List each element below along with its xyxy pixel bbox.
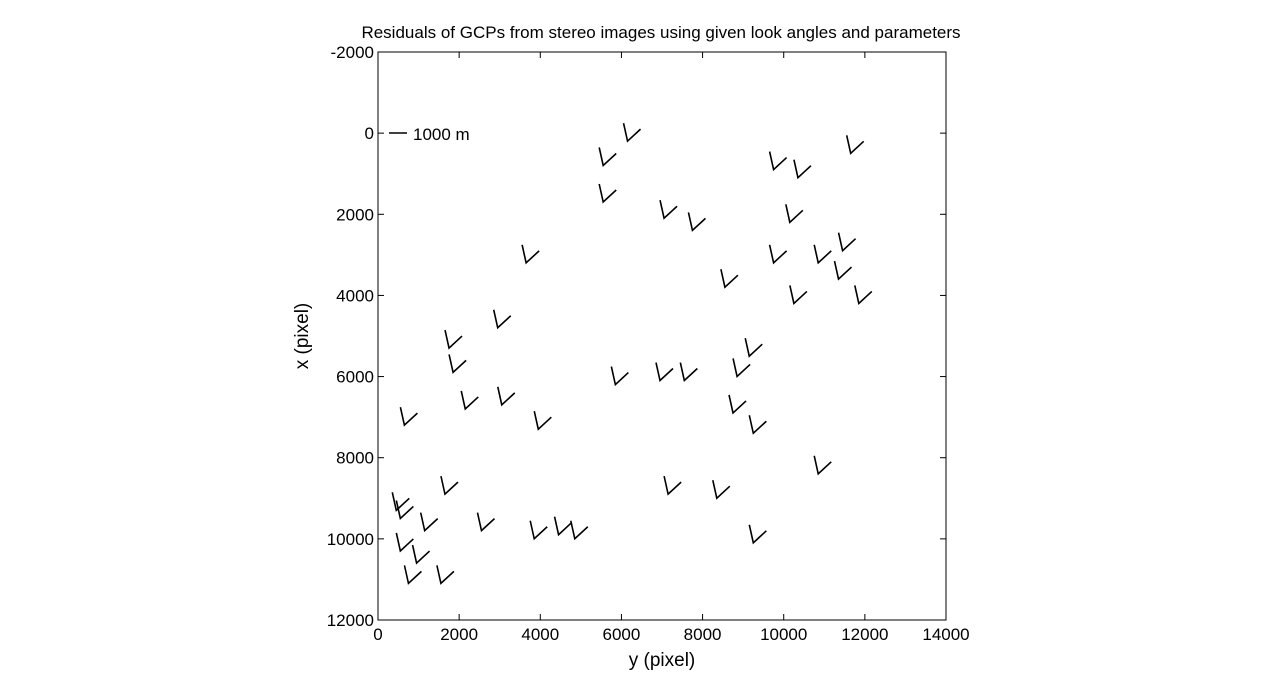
axis-ticks: 0 2000 4000 6000 8000 10000 12000 14000 -2000 0 20… — [327, 43, 970, 644]
residual-vector — [440, 475, 459, 496]
residual-vector — [744, 337, 763, 358]
residual-vector — [845, 135, 865, 155]
y-axis-label: x (pixel) — [292, 303, 313, 370]
residual-vector — [768, 151, 788, 172]
residual-vector — [785, 204, 804, 224]
y-tick-label: 6000 — [336, 368, 374, 387]
residual-vector — [732, 358, 751, 378]
residual-vector — [768, 244, 788, 265]
x-tick-label: 6000 — [603, 625, 641, 644]
x-tick-label: 12000 — [841, 625, 888, 644]
residual-vector — [793, 159, 812, 180]
y-tick-label: 4000 — [336, 286, 374, 305]
residual-vector — [521, 244, 540, 265]
x-tick-label: 4000 — [521, 625, 559, 644]
x-tick-label: 0 — [373, 625, 382, 644]
x-tick-label: 10000 — [760, 625, 807, 644]
residual-vector — [748, 415, 767, 435]
residual-vector — [476, 512, 496, 533]
y-tick-label: 8000 — [336, 449, 374, 468]
residual-vector — [663, 475, 682, 496]
residual-vector — [728, 394, 747, 415]
plot-area — [377, 51, 947, 621]
residual-vector — [419, 512, 439, 533]
residual-marks — [391, 122, 873, 585]
residual-vector — [833, 260, 853, 281]
y-tick-label: 2000 — [336, 205, 374, 224]
y-tick-label: 0 — [365, 124, 374, 143]
residual-vector — [496, 386, 516, 407]
scale-bar-label: 1000 m — [413, 125, 470, 144]
residual-vector — [448, 354, 467, 374]
residual-vector — [720, 269, 739, 289]
residual-vector — [598, 183, 617, 204]
residual-vector — [813, 455, 832, 476]
residual-vector — [395, 532, 414, 553]
x-tick-label: 2000 — [440, 625, 478, 644]
residual-vector — [411, 544, 431, 565]
residual-vector — [659, 200, 678, 220]
residual-vector — [553, 516, 573, 537]
residual-vector — [712, 479, 731, 500]
residual-vector — [687, 212, 706, 232]
residual-vector — [598, 147, 617, 168]
residual-vector — [533, 411, 552, 431]
x-tick-label: 14000 — [922, 625, 969, 644]
chart-title: Residuals of GCPs from stereo images usi… — [361, 23, 960, 42]
residual-vector — [813, 244, 832, 265]
residual-vector — [436, 565, 455, 585]
residual-vector — [789, 285, 808, 305]
x-axis-label: y (pixel) — [629, 650, 696, 671]
residual-vector — [679, 362, 698, 383]
residual-vector — [622, 122, 642, 143]
residual-vector — [854, 285, 873, 305]
residual-vector — [529, 520, 548, 541]
y-tick-label: 12000 — [327, 611, 374, 630]
residual-vector — [610, 366, 629, 387]
y-tick-label: -2000 — [331, 43, 374, 62]
residual-vector — [395, 500, 414, 520]
residual-vector — [403, 565, 422, 585]
residual-vector — [492, 309, 512, 330]
residual-vector — [399, 406, 418, 427]
y-tick-label: 10000 — [327, 530, 374, 549]
residual-vector — [748, 524, 767, 545]
residual-vector — [570, 520, 589, 541]
residual-vector — [460, 390, 479, 411]
residual-vector — [655, 362, 674, 383]
residual-vector — [837, 232, 857, 253]
x-tick-label: 8000 — [684, 625, 722, 644]
residual-vector — [444, 329, 463, 350]
residual-vector — [391, 492, 410, 512]
